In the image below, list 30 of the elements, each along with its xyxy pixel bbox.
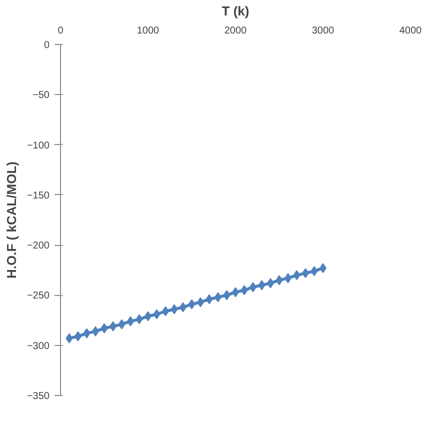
point bbox=[118, 319, 126, 330]
y-axis-title: H.O.F ( kCAL/MOL) bbox=[4, 161, 19, 278]
y-tick-label: 0 bbox=[44, 40, 50, 51]
point bbox=[188, 299, 196, 310]
x-tick-label: 0 bbox=[58, 26, 64, 36]
point bbox=[66, 333, 73, 344]
point bbox=[100, 323, 108, 334]
point bbox=[223, 290, 230, 300]
point bbox=[258, 280, 266, 290]
y-tick-label: −350 bbox=[26, 391, 50, 402]
x-tick-label: 4000 bbox=[399, 26, 422, 36]
x-tick-label: 2000 bbox=[224, 26, 248, 36]
x-axis-title: T (k) bbox=[222, 4, 250, 18]
point bbox=[276, 275, 283, 286]
point bbox=[293, 270, 300, 280]
point bbox=[83, 328, 90, 338]
x-tick-label: 1000 bbox=[136, 26, 160, 36]
point bbox=[153, 309, 160, 320]
point bbox=[206, 294, 213, 304]
y-tick-label: −50 bbox=[32, 90, 50, 102]
y-tick-label: −300 bbox=[26, 340, 50, 352]
y-tick-label: −200 bbox=[26, 240, 50, 252]
point bbox=[310, 266, 318, 276]
y-tick-label: −100 bbox=[26, 140, 50, 152]
point bbox=[170, 304, 178, 314]
point bbox=[240, 285, 248, 296]
y-tick-label: −150 bbox=[26, 190, 50, 202]
point bbox=[136, 314, 143, 324]
y-tick-label: −250 bbox=[26, 290, 50, 302]
x-tick-label: 3000 bbox=[312, 26, 335, 36]
